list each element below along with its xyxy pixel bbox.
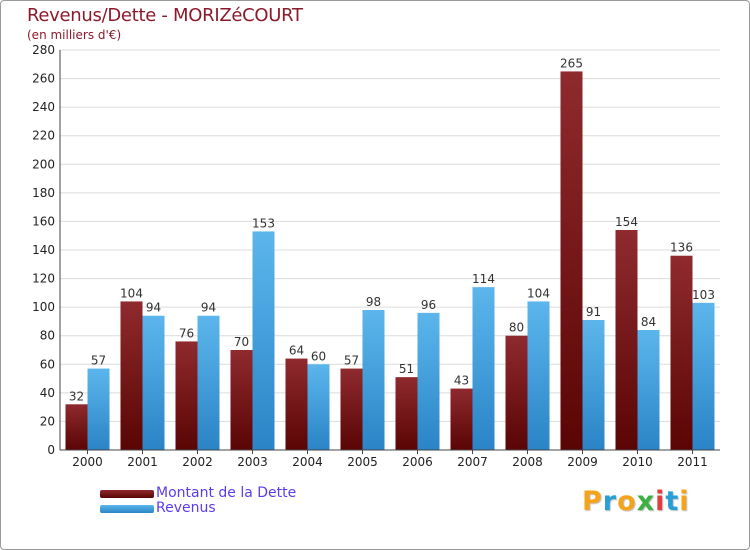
bar-dette [120, 301, 143, 450]
proxiti-logo: Proxiti [582, 486, 690, 517]
bar-revenus [637, 330, 660, 450]
y-tick-label: 180 [32, 186, 55, 200]
x-tick-label: 2010 [622, 455, 653, 469]
bar-dette [450, 388, 473, 450]
bar-revenus [142, 315, 165, 450]
bar-revenus [692, 302, 715, 450]
bar-dette [175, 341, 198, 450]
y-tick-label: 120 [32, 272, 55, 286]
bar-label-dette: 32 [69, 389, 84, 403]
y-tick-label: 200 [32, 157, 55, 171]
bar-label-revenus: 91 [586, 305, 601, 319]
logo-letter: P [582, 486, 603, 517]
logo-letter: i [655, 486, 666, 517]
bar-dette [560, 71, 583, 450]
y-tick-label: 160 [32, 214, 55, 228]
bar-label-revenus: 103 [692, 288, 715, 302]
logo-letter: x [636, 486, 656, 517]
x-tick-label: 2011 [677, 455, 708, 469]
logo-letter: t [665, 486, 680, 517]
bar-label-dette: 154 [615, 215, 638, 229]
y-tick-label: 140 [32, 243, 55, 257]
y-tick-label: 220 [32, 129, 55, 143]
logo-letter: r [602, 486, 618, 517]
bar-label-revenus: 96 [421, 298, 436, 312]
bar-label-dette: 76 [179, 326, 194, 340]
bar-label-revenus: 94 [201, 301, 216, 315]
y-tick-label: 40 [40, 386, 55, 400]
bar-label-revenus: 57 [91, 354, 106, 368]
bar-dette [615, 230, 638, 450]
x-tick-label: 2006 [402, 455, 433, 469]
x-tick-label: 2003 [237, 455, 268, 469]
y-tick-label: 100 [32, 300, 55, 314]
bar-label-dette: 43 [454, 374, 469, 388]
bar-label-dette: 70 [234, 335, 249, 349]
bar-label-dette: 104 [120, 286, 143, 300]
bar-revenus [87, 368, 110, 450]
bar-label-revenus: 153 [252, 216, 275, 230]
x-tick-label: 2007 [457, 455, 488, 469]
bar-revenus [362, 310, 385, 450]
legend-swatch-dette [100, 490, 154, 498]
bar-revenus [307, 364, 330, 450]
bar-dette [230, 350, 253, 450]
bar-label-revenus: 60 [311, 349, 326, 363]
bar-label-revenus: 94 [146, 301, 161, 315]
bar-dette [505, 335, 528, 450]
y-tick-label: 80 [40, 329, 55, 343]
y-tick-label: 60 [40, 357, 55, 371]
y-tick-label: 240 [32, 100, 55, 114]
bar-dette [395, 377, 418, 450]
bar-label-revenus: 98 [366, 295, 381, 309]
legend-label-revenus: Revenus [156, 500, 216, 516]
logo-letter: o [617, 486, 637, 517]
bar-revenus [527, 301, 550, 450]
x-tick-label: 2000 [72, 455, 103, 469]
bar-revenus [197, 315, 220, 450]
x-tick-label: 2002 [182, 455, 213, 469]
bar-dette [65, 404, 88, 450]
bar-revenus [472, 287, 495, 450]
legend-label-dette: Montant de la Dette [156, 485, 297, 501]
axes: 0 20 40 60 80 100 120 140 160 180 200 220 240 260 280 2… [32, 43, 720, 469]
bar-label-dette: 265 [560, 56, 583, 70]
x-tick-label: 2004 [292, 455, 323, 469]
grid-lines [60, 49, 720, 422]
chart-title: Revenus/Dette - MORIZéCOURT [27, 5, 303, 26]
logo-letter: i [679, 486, 690, 517]
bar-label-dette: 57 [344, 354, 359, 368]
bar-dette [670, 255, 693, 450]
bar-label-dette: 136 [670, 241, 693, 255]
bar-label-revenus: 104 [527, 286, 550, 300]
x-tick-label: 2008 [512, 455, 543, 469]
y-tick-label: 0 [47, 443, 55, 457]
bar-label-dette: 51 [399, 362, 414, 376]
x-tick-label: 2001 [127, 455, 158, 469]
bar-label-revenus: 84 [641, 315, 656, 329]
bar-dette [285, 358, 308, 450]
y-tick-label: 260 [32, 72, 55, 86]
bar-label-dette: 64 [289, 344, 304, 358]
bar-revenus [252, 231, 275, 450]
x-tick-label: 2005 [347, 455, 378, 469]
bar-revenus [582, 320, 605, 450]
bar-label-revenus: 114 [472, 272, 495, 286]
x-tick-label: 2009 [567, 455, 598, 469]
bar-dette [340, 368, 363, 450]
y-tick-label: 280 [32, 43, 55, 57]
chart-subtitle: (en milliers d'€) [27, 28, 122, 42]
bar-label-dette: 80 [509, 321, 524, 335]
y-tick-label: 20 [40, 414, 55, 428]
bar-revenus [417, 312, 440, 450]
legend-swatch-revenus [100, 505, 154, 513]
